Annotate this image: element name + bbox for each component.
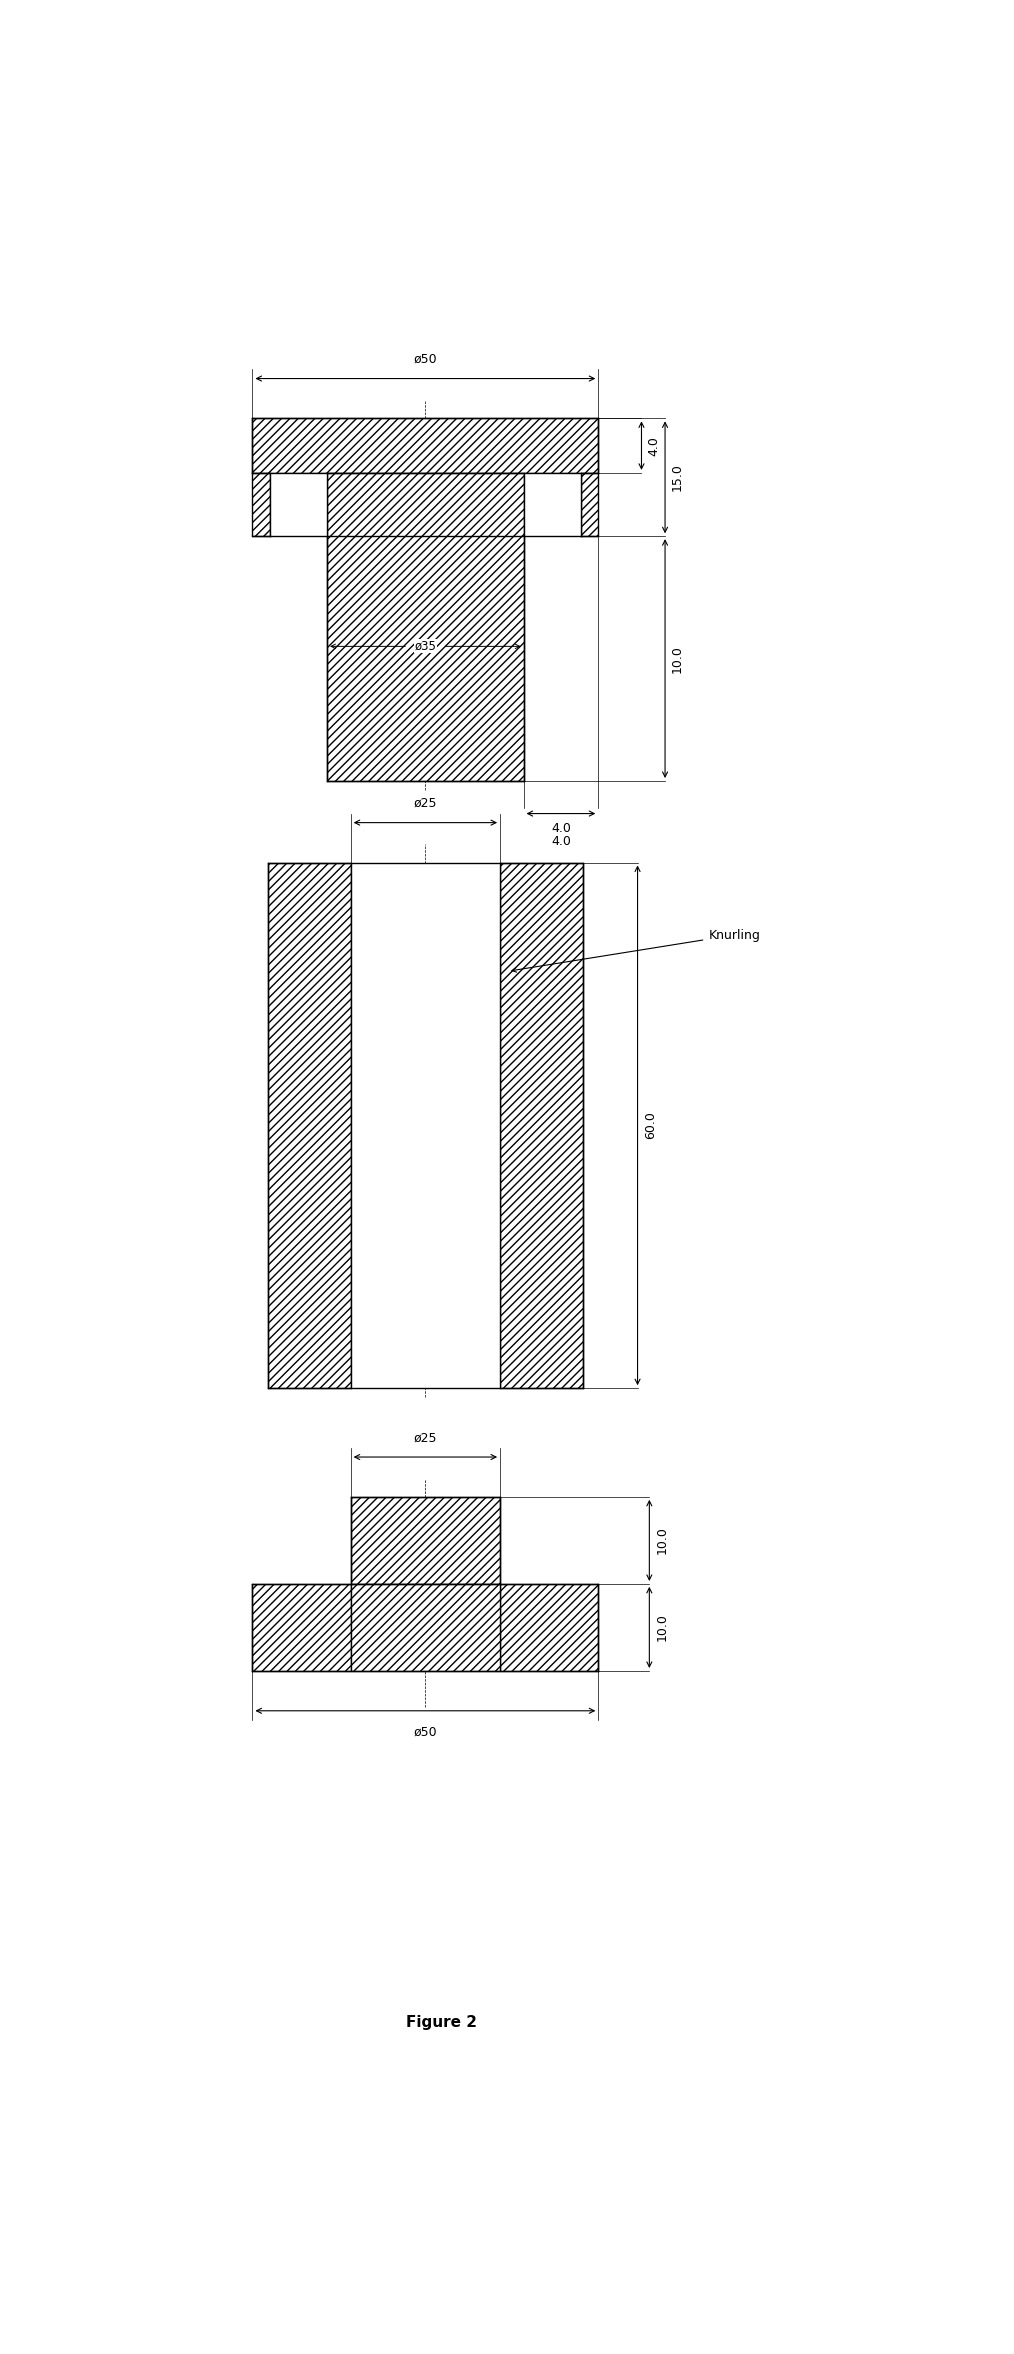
Bar (351, 1584, 500, 1671)
Text: 15.0: 15.0 (670, 464, 683, 492)
Bar (252, 419, 598, 473)
Bar (581, 473, 598, 537)
Text: 60.0: 60.0 (644, 1111, 657, 1139)
Text: ø25: ø25 (414, 1431, 437, 1445)
Text: 4.0: 4.0 (647, 435, 660, 457)
Text: 10.0: 10.0 (670, 645, 683, 673)
Text: ø50: ø50 (414, 353, 437, 365)
Text: 10.0: 10.0 (656, 1612, 668, 1641)
Text: 4.0: 4.0 (551, 836, 571, 847)
Text: Figure 2: Figure 2 (406, 2015, 477, 2029)
Bar (328, 473, 523, 782)
Bar (252, 473, 270, 537)
Text: ø25: ø25 (414, 798, 437, 810)
Text: 10.0: 10.0 (656, 1525, 668, 1554)
Bar (500, 862, 583, 1389)
Bar (252, 1584, 351, 1671)
Text: Knurling: Knurling (512, 927, 760, 972)
Bar (351, 1497, 500, 1584)
Bar (268, 862, 351, 1389)
Bar (270, 473, 328, 537)
Bar (500, 1584, 598, 1671)
Text: 4.0: 4.0 (551, 822, 571, 836)
Bar (523, 473, 581, 537)
Text: ø35: ø35 (415, 640, 436, 652)
Bar (351, 862, 500, 1389)
Text: ø50: ø50 (414, 1725, 437, 1737)
